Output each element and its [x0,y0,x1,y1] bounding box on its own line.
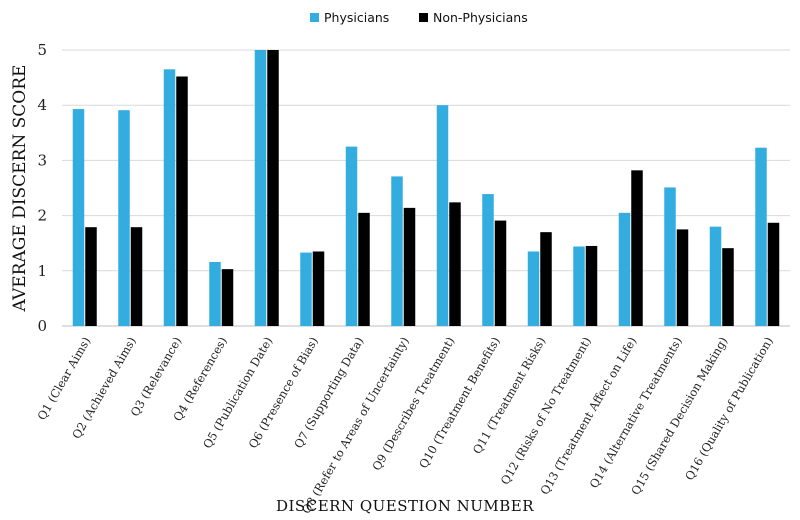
bar-non-physicians [403,207,416,326]
bar-non-physicians [176,76,188,326]
legend: Physicians Non-Physicians [310,10,528,25]
bar-physicians [209,261,221,326]
bar-physicians [118,110,130,326]
x-category-labels: Q1 (Clear Aims)Q2 (Achieved Aims)Q3 (Rel… [34,335,775,517]
bar-non-physicians [130,227,143,326]
y-tick-label: 5 [37,41,47,59]
bar-non-physicians [585,245,598,326]
y-tick-labels: 0 1 2 3 4 5 [37,41,47,335]
bar-physicians [709,226,722,326]
bar-physicians [163,69,176,326]
bar-physicians [664,187,676,326]
bar-physicians [755,147,767,326]
bars [72,50,780,327]
x-category-label: Q16 (Quality of Publication) [682,335,776,483]
x-category-label: Q15 (Shared Decision Making) [628,335,730,498]
bar-physicians [527,251,540,326]
legend-swatch [310,13,319,22]
legend-swatch [419,13,428,22]
legend-label: Physicians [324,10,389,25]
bar-physicians [618,212,631,326]
bar-physicians [345,146,358,326]
bar-non-physicians [676,229,689,326]
x-category-label: Q9 (Describes Treatment) [369,335,457,474]
bar-physicians [482,194,494,326]
bar-non-physicians [540,232,552,326]
bar-physicians [254,50,267,326]
bar-non-physicians [85,227,97,326]
bar-physicians [573,246,585,326]
y-tick-label: 1 [37,262,47,280]
x-category-label: Q13 (Treatment Affect on Life) [537,335,639,498]
bar-non-physicians [767,222,780,326]
bar-non-physicians [221,269,234,326]
y-tick-label: 0 [37,317,47,335]
y-tick-label: 3 [37,151,47,169]
x-category-label: Q12 (Risks of No Treatment) [498,335,594,488]
bar-non-physicians [494,220,507,326]
y-tick-label: 4 [37,96,47,114]
bar-physicians [72,109,85,327]
bar-non-physicians [449,202,461,326]
x-axis-title: DISCERN QUESTION NUMBER [276,497,534,515]
bar-physicians [436,105,449,326]
bar-physicians [300,252,312,326]
bar-non-physicians [267,50,279,326]
bar-physicians [391,176,403,326]
legend-label: Non-Physicians [433,10,528,25]
x-category-label: Q14 (Alternative Treatments) [587,335,685,491]
bar-non-physicians [358,212,370,326]
bar-non-physicians [722,248,734,326]
x-category-label: Q10 (Treatment Benefits) [416,335,503,471]
y-axis-title: AVERAGE DISCERN SCORE [10,65,30,313]
y-tick-label: 2 [37,207,47,225]
bar-non-physicians [312,251,325,326]
bar-non-physicians [631,170,643,326]
